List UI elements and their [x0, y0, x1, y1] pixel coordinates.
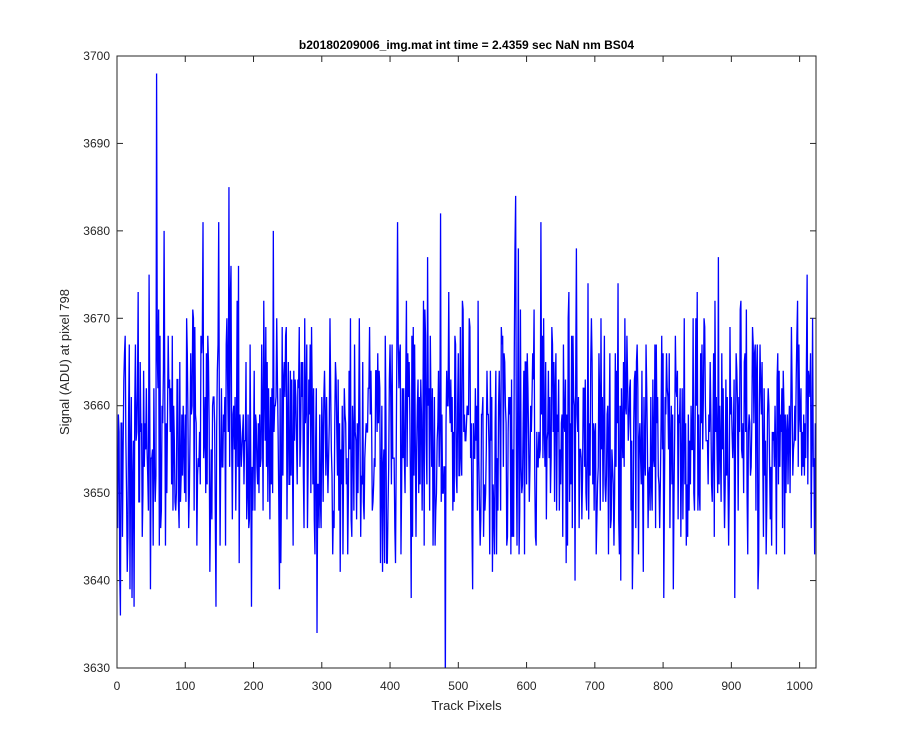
- x-tick-label: 700: [585, 679, 605, 693]
- y-axis-label: Signal (ADU) at pixel 798: [57, 289, 72, 435]
- x-tick-label: 600: [517, 679, 537, 693]
- x-axis-ticks: 0 100 200 300 400 500 600 700 800 900 1000: [114, 56, 813, 693]
- y-tick-label: 3650: [83, 486, 110, 500]
- y-tick-label: 3640: [83, 574, 110, 588]
- y-axis-ticks: 3630 3640 3650 3660 3670 3680 3690 3700: [83, 49, 816, 675]
- x-tick-label: 200: [244, 679, 264, 693]
- x-tick-label: 0: [114, 679, 121, 693]
- y-tick-label: 3680: [83, 224, 110, 238]
- y-tick-label: 3700: [83, 49, 110, 63]
- plot-area: [117, 56, 816, 668]
- x-tick-label: 300: [312, 679, 332, 693]
- x-tick-label: 800: [653, 679, 673, 693]
- x-tick-label: 500: [448, 679, 468, 693]
- x-tick-label: 100: [175, 679, 195, 693]
- series-line: [117, 73, 816, 668]
- chart-title: b20180209006_img.mat int time = 2.4359 s…: [299, 38, 635, 52]
- y-tick-label: 3670: [83, 311, 110, 325]
- y-tick-label: 3660: [83, 399, 110, 413]
- x-tick-label: 900: [721, 679, 741, 693]
- y-tick-label: 3690: [83, 136, 110, 150]
- series-group: [117, 73, 816, 668]
- x-tick-label: 1000: [786, 679, 813, 693]
- axes-frame: [116, 55, 817, 669]
- y-tick-label: 3630: [83, 661, 110, 675]
- x-tick-label: 400: [380, 679, 400, 693]
- x-axis-label: Track Pixels: [431, 698, 502, 713]
